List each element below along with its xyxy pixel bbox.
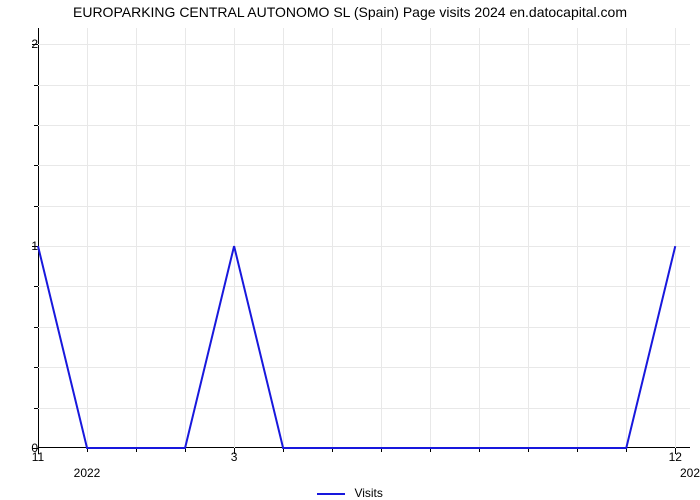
y-tick-label: 2 bbox=[8, 37, 38, 51]
y-tick-label: 1 bbox=[8, 239, 38, 253]
x-sublabel: 202 bbox=[680, 466, 700, 480]
legend: Visits bbox=[0, 486, 700, 500]
chart-title: EUROPARKING CENTRAL AUTONOMO SL (Spain) … bbox=[0, 0, 700, 20]
legend-swatch bbox=[317, 493, 345, 495]
x-sublabel: 2022 bbox=[74, 466, 101, 480]
x-tick-label: 11 bbox=[32, 450, 44, 464]
plot-area bbox=[38, 28, 690, 448]
chart-container: EUROPARKING CENTRAL AUTONOMO SL (Spain) … bbox=[0, 0, 700, 500]
x-tick-label: 12 bbox=[669, 450, 682, 464]
legend-label: Visits bbox=[354, 486, 382, 500]
x-tick-label: 3 bbox=[231, 450, 238, 464]
line-series bbox=[38, 28, 338, 178]
